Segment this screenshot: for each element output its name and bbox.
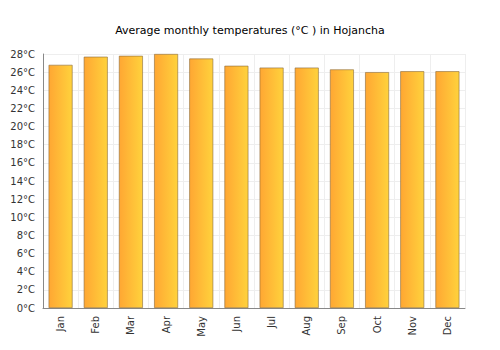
svg-text:24°C: 24°C bbox=[10, 85, 35, 96]
svg-text:Average monthly temperatures (: Average monthly temperatures (°C ) in Ho… bbox=[115, 24, 385, 37]
svg-text:Aug: Aug bbox=[301, 316, 312, 336]
svg-text:Jan: Jan bbox=[55, 316, 66, 332]
svg-text:Oct: Oct bbox=[372, 316, 383, 333]
svg-text:Jun: Jun bbox=[231, 316, 242, 333]
svg-text:0°C: 0°C bbox=[17, 303, 35, 314]
svg-text:Mar: Mar bbox=[125, 315, 136, 335]
svg-text:22°C: 22°C bbox=[10, 103, 35, 114]
svg-text:Jul: Jul bbox=[266, 316, 277, 329]
svg-text:10°C: 10°C bbox=[10, 212, 35, 223]
svg-text:4°C: 4°C bbox=[17, 266, 35, 277]
svg-text:8°C: 8°C bbox=[17, 230, 35, 241]
svg-text:26°C: 26°C bbox=[10, 67, 35, 78]
svg-text:Nov: Nov bbox=[407, 316, 418, 336]
svg-text:20°C: 20°C bbox=[10, 121, 35, 132]
svg-text:6°C: 6°C bbox=[17, 248, 35, 259]
svg-text:16°C: 16°C bbox=[10, 157, 35, 168]
svg-text:May: May bbox=[196, 316, 207, 337]
svg-text:28°C: 28°C bbox=[10, 49, 35, 60]
svg-text:Sep: Sep bbox=[336, 316, 347, 335]
svg-text:14°C: 14°C bbox=[10, 176, 35, 187]
svg-text:Feb: Feb bbox=[90, 316, 101, 334]
svg-text:2°C: 2°C bbox=[17, 284, 35, 295]
svg-text:Dec: Dec bbox=[442, 316, 453, 335]
svg-text:12°C: 12°C bbox=[10, 194, 35, 205]
svg-text:18°C: 18°C bbox=[10, 139, 35, 150]
svg-text:Apr: Apr bbox=[161, 315, 172, 333]
